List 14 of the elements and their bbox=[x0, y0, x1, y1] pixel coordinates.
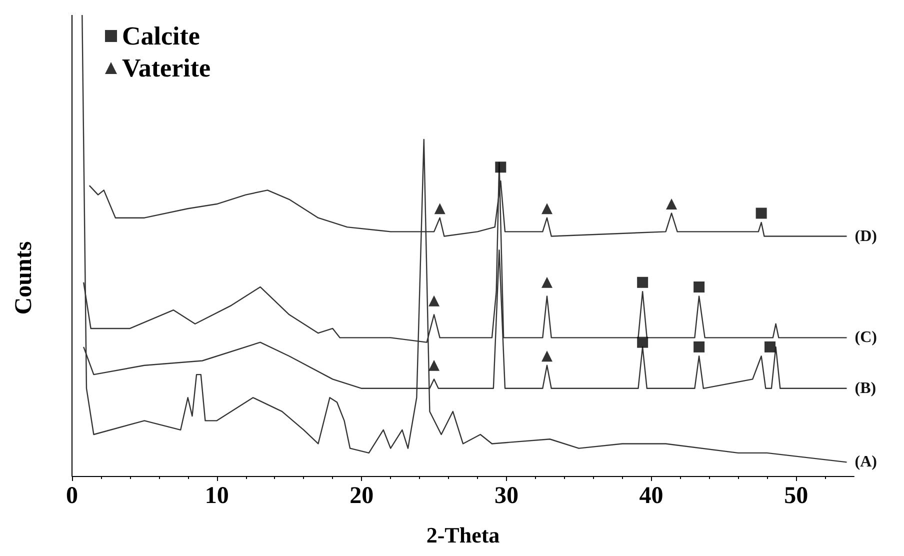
series-label: (D) bbox=[854, 228, 877, 245]
series-label: (B) bbox=[854, 380, 876, 397]
legend-label: Vaterite bbox=[122, 54, 211, 82]
series-label: (C) bbox=[854, 329, 877, 346]
y-axis-title: Counts bbox=[11, 241, 37, 315]
x-tick-label: 0 bbox=[66, 483, 78, 509]
series-label: (A) bbox=[854, 454, 877, 471]
x-axis-title: 2-Theta bbox=[426, 522, 500, 548]
legend-label: Calcite bbox=[122, 22, 200, 50]
x-tick-label: 30 bbox=[494, 483, 518, 509]
x-tick-label: 40 bbox=[639, 483, 664, 509]
x-tick-label: 20 bbox=[350, 483, 374, 509]
x-tick-label: 10 bbox=[204, 483, 229, 509]
x-tick-label: 50 bbox=[784, 483, 808, 509]
